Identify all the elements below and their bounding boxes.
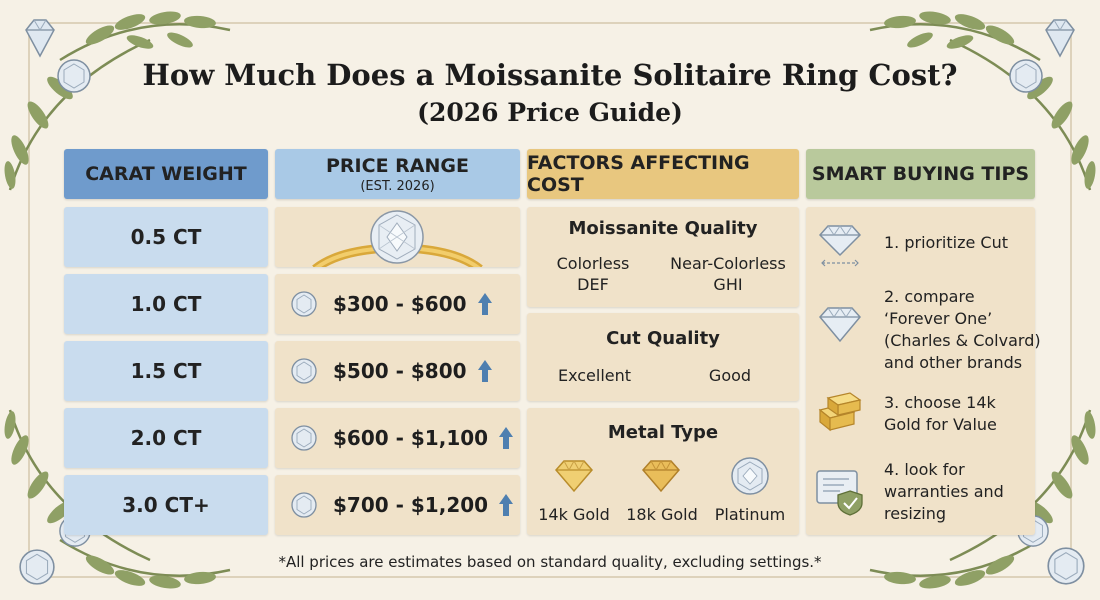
round-gem-icon [291,358,317,384]
carat-value: 0.5 CT [130,225,202,249]
quality-option-grade: DEF [577,275,609,294]
factor-title: Metal Type [607,422,719,443]
price-range-value: $500 - $800 [333,359,467,383]
tip-line: 4. look for [884,460,965,479]
metal-option: 14k Gold [538,505,610,524]
price-range-value: $600 - $1,100 [333,426,489,450]
factor-title: Cut Quality [606,328,720,349]
diamond-icon [818,225,862,267]
gem-decoration-top-left-round [57,59,91,93]
header-carat-label: CARAT WEIGHT [85,163,247,185]
carat-cell: 1.0 CT [64,274,268,334]
page-title: How Much Does a Moissanite Solitaire Rin… [142,58,958,92]
round-gem-icon [291,291,317,317]
arrow-up-icon [477,360,492,382]
metal-option: 18k Gold [626,505,698,524]
header-factors: FACTORS AFFECTING COST [527,149,799,199]
leaf-branch-top-right-decoration [869,11,1096,191]
tip-line: 2. compare [884,287,975,306]
leaf-branch-top-left-decoration [4,11,231,191]
factor-metal-type: Metal Type 14k Gold 18k Gold Platinum [527,408,799,535]
price-range-value: $300 - $600 [333,292,467,316]
gold-bars-icon [818,392,862,432]
carat-value: 1.0 CT [130,292,202,316]
quality-option-near-colorless: Near-Colorless GHI [663,253,793,295]
header-carat-weight: CARAT WEIGHT [64,149,268,199]
price-cell: $700 - $1,200 [275,475,520,535]
tip-line: and other brands [884,353,1023,372]
tip-line: warranties and [884,482,1004,501]
factor-cut-quality: Cut Quality Excellent Good [527,313,799,401]
round-gem-icon [291,425,317,451]
carat-cell: 2.0 CT [64,408,268,468]
carat-cell: 0.5 CT [64,207,268,267]
ring-icon [312,210,483,267]
carat-cell: 1.5 CT [64,341,268,401]
gem-decoration-top-right-round [1009,59,1043,93]
quality-option-name: Near-Colorless [670,254,786,273]
quality-option-name: Colorless [556,254,630,273]
gem-decoration-top-right [1045,19,1075,58]
tip-item: 2. compare ‘Forever One’ (Charles & Colv… [884,286,1044,374]
price-cell: $300 - $600 [275,274,520,334]
gold-gem-icon [555,459,593,493]
page-subtitle: (2026 Price Guide) [417,98,683,127]
header-price-label: PRICE RANGE [326,154,469,177]
header-tips-label: SMART BUYING TIPS [811,163,1030,185]
gold-gem-icon [642,459,680,493]
arrow-up-icon [477,293,492,315]
header-factors-label: FACTORS AFFECTING COST [527,152,750,196]
tip-item: 4. look for warranties and resizing [884,459,1044,525]
diamond-icon [819,307,861,343]
carat-value: 1.5 CT [130,359,202,383]
leaf-branch-bottom-left-decoration [4,409,231,589]
gem-decoration-top-left [25,19,55,58]
price-ring-image-cell [275,207,520,267]
tip-line: (Charles & Colvard) [884,331,1041,350]
tip-line: Gold for Value [884,415,997,434]
header-price-range: PRICE RANGE (EST. 2026) [275,149,520,199]
carat-value: 3.0 CT+ [122,493,210,517]
quality-option-grade: GHI [713,275,743,294]
cut-option: Good [708,366,752,385]
platinum-gem-icon [731,457,769,495]
price-cell: $600 - $1,100 [275,408,520,468]
price-cell: $500 - $800 [275,341,520,401]
price-range-value: $700 - $1,200 [333,493,489,517]
metal-option: Platinum [714,505,786,524]
carat-cell: 3.0 CT+ [64,475,268,535]
carat-value: 2.0 CT [130,426,202,450]
header-price-sublabel: (EST. 2026) [360,178,435,194]
footnote: *All prices are estimates based on stand… [278,553,822,571]
tip-line: 3. choose 14k [884,393,996,412]
tip-line: ‘Forever One’ [884,309,993,328]
tip-line: 1. prioritize Cut [884,233,1008,252]
tip-item: 1. prioritize Cut [884,232,1044,254]
arrow-up-icon [499,427,514,449]
warranty-certificate-icon [816,470,863,516]
cut-option: Excellent [557,366,632,385]
tips-panel: 1. prioritize Cut 2. compare ‘Forever On… [806,207,1041,535]
page-frame [28,22,1072,578]
tip-item: 3. choose 14k Gold for Value [884,392,1044,436]
quality-option-colorless: Colorless DEF [541,253,645,295]
factor-title: Moissanite Quality [568,218,758,239]
gem-decoration-bottom-right-2 [1047,547,1085,585]
factor-moissanite-quality: Moissanite Quality Colorless DEF Near-Co… [527,207,799,307]
arrow-up-icon [499,494,514,516]
tip-line: resizing [884,504,946,523]
gem-decoration-bottom-left-2 [19,549,55,585]
header-tips: SMART BUYING TIPS [806,149,1035,199]
round-gem-icon [291,492,317,518]
